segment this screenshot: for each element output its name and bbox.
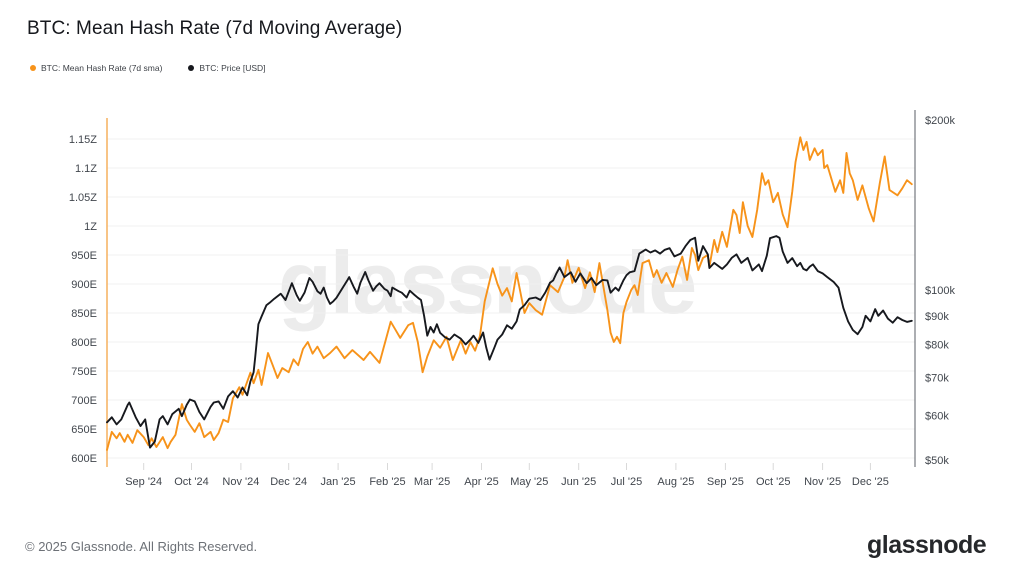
legend-label-price: BTC: Price [USD]: [199, 63, 266, 73]
x-axis-label: Aug '25: [657, 476, 694, 488]
x-axis-label: Dec '24: [270, 476, 307, 488]
left-axis-label: 900E: [71, 279, 97, 291]
x-axis-label: Oct '24: [174, 476, 209, 488]
right-axis-label: $70k: [925, 373, 949, 385]
x-axis-label: Oct '25: [756, 476, 791, 488]
legend-item-hash-rate[interactable]: BTC: Mean Hash Rate (7d sma): [30, 63, 162, 73]
right-axis-label: $100k: [925, 285, 955, 297]
right-axis-label: $200k: [925, 115, 955, 127]
left-axis-label: 1Z: [84, 221, 97, 233]
left-axis-label: 1.1Z: [75, 163, 97, 175]
left-axis-label: 700E: [71, 395, 97, 407]
left-axis-label: 750E: [71, 366, 97, 378]
left-axis-label: 850E: [71, 308, 97, 320]
chart-legend: BTC: Mean Hash Rate (7d sma) BTC: Price …: [30, 63, 266, 73]
x-axis-label: Jan '25: [321, 476, 356, 488]
x-axis-label: Feb '25: [369, 476, 405, 488]
page-title: BTC: Mean Hash Rate (7d Moving Average): [27, 18, 403, 39]
left-axis-label: 600E: [71, 453, 97, 465]
left-axis-label: 650E: [71, 424, 97, 436]
glassnode-logo: glassnode: [867, 531, 987, 559]
left-axis-label: 1.15Z: [69, 134, 97, 146]
copyright-text: © 2025 Glassnode. All Rights Reserved.: [25, 539, 258, 554]
x-axis-label: Jun '25: [561, 476, 596, 488]
right-axis-label: $60k: [925, 410, 949, 422]
left-axis-label: 950E: [71, 250, 97, 262]
x-axis-label: Sep '24: [125, 476, 162, 488]
hash-rate-legend-dot-icon: [30, 65, 36, 71]
legend-label-hash-rate: BTC: Mean Hash Rate (7d sma): [41, 63, 163, 73]
x-axis-label: Jul '25: [611, 476, 642, 488]
glassnode-watermark: glassnode: [278, 233, 697, 332]
price-line: [106, 235, 913, 449]
x-axis-label: Sep '25: [707, 476, 744, 488]
right-axis-label: $90k: [925, 311, 949, 323]
x-axis-label: Apr '25: [464, 476, 499, 488]
price-legend-dot-icon: [188, 65, 195, 71]
left-axis-label: 800E: [71, 337, 97, 349]
x-axis-label: May '25: [510, 476, 548, 488]
hash-rate-line: [106, 136, 913, 451]
x-axis-label: Nov '25: [804, 476, 841, 488]
x-axis-label: Nov '24: [222, 476, 259, 488]
left-axis-label: 1.05Z: [69, 192, 97, 204]
right-axis-label: $80k: [925, 340, 949, 352]
x-axis-label: Mar '25: [414, 476, 450, 488]
x-axis-label: Dec '25: [852, 476, 889, 488]
legend-item-price[interactable]: BTC: Price [USD]: [188, 63, 266, 73]
right-axis-label: $50k: [925, 455, 949, 467]
